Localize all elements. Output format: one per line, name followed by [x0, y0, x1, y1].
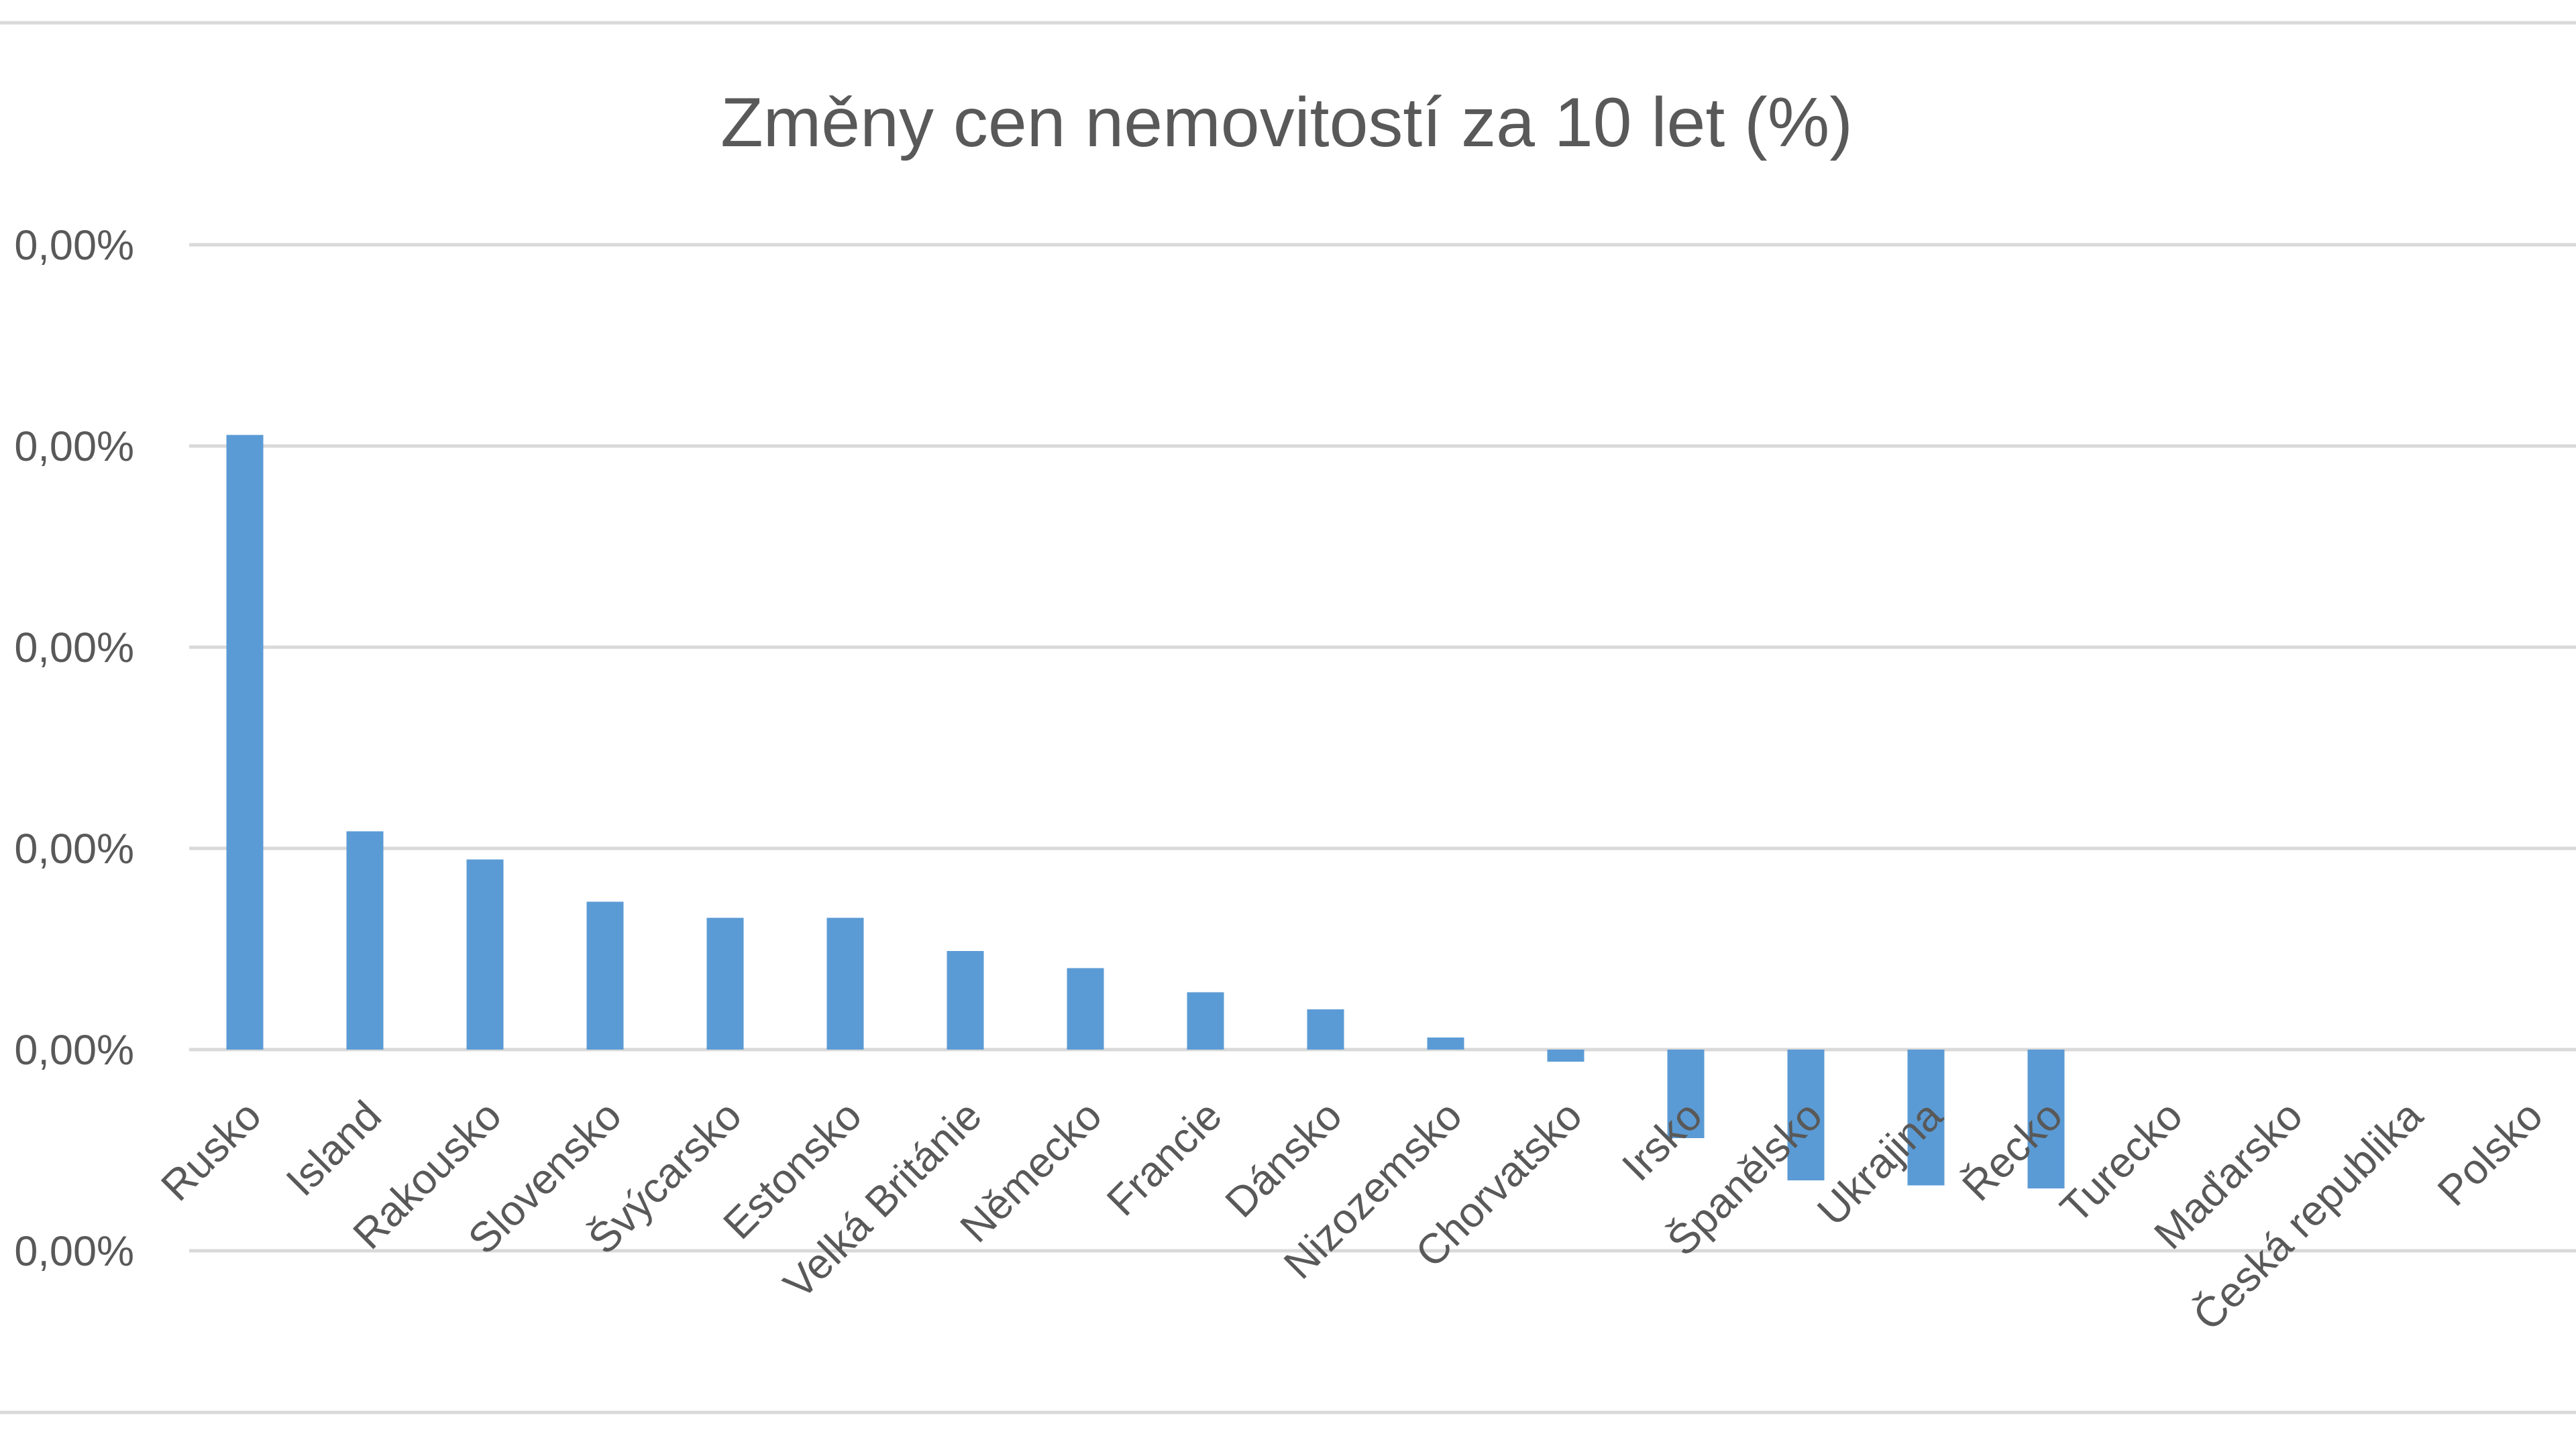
bar — [1307, 1009, 1344, 1050]
y-axis-tick-labels: 0,00% 0,00% 0,00% 0,00% 0,00% 0,00% — [14, 222, 134, 1275]
y-tick-label: 0,00% — [14, 1228, 134, 1275]
bar — [346, 831, 384, 1050]
bar — [1067, 968, 1104, 1050]
bar — [226, 435, 264, 1050]
gridlines — [189, 243, 2576, 1253]
y-tick-label: 0,00% — [14, 222, 134, 269]
x-tick-label: Rusko — [152, 1092, 270, 1210]
x-tick-label: Island — [278, 1092, 390, 1205]
bar — [1187, 992, 1224, 1050]
x-tick-label: Česká republika — [2184, 1092, 2432, 1340]
bar — [826, 917, 864, 1050]
x-tick-label: Francie — [1098, 1092, 1231, 1225]
bar — [706, 917, 744, 1050]
x-tick-label: Polsko — [2429, 1092, 2552, 1215]
y-tick-label: 0,00% — [14, 1027, 134, 1074]
x-axis-tick-labels: Rusko IslandRakouskoSlovenskoŠvýcarskoEst… — [152, 1092, 2552, 1340]
bar — [947, 951, 984, 1050]
bar — [2027, 1050, 2065, 1188]
bar — [1427, 1038, 1464, 1050]
bars — [226, 435, 2065, 1188]
bar — [586, 901, 624, 1050]
bar — [1907, 1050, 1945, 1186]
bar — [1667, 1050, 1705, 1138]
bar — [1787, 1050, 1825, 1180]
bar — [466, 859, 504, 1050]
y-tick-label: 0,00% — [14, 624, 134, 671]
chart-title: Změny cen nemovitostí za 10 let (%) — [720, 84, 1853, 162]
y-tick-label: 0,00% — [14, 826, 134, 873]
bar — [1547, 1050, 1585, 1062]
y-tick-label: 0,00% — [14, 423, 134, 470]
